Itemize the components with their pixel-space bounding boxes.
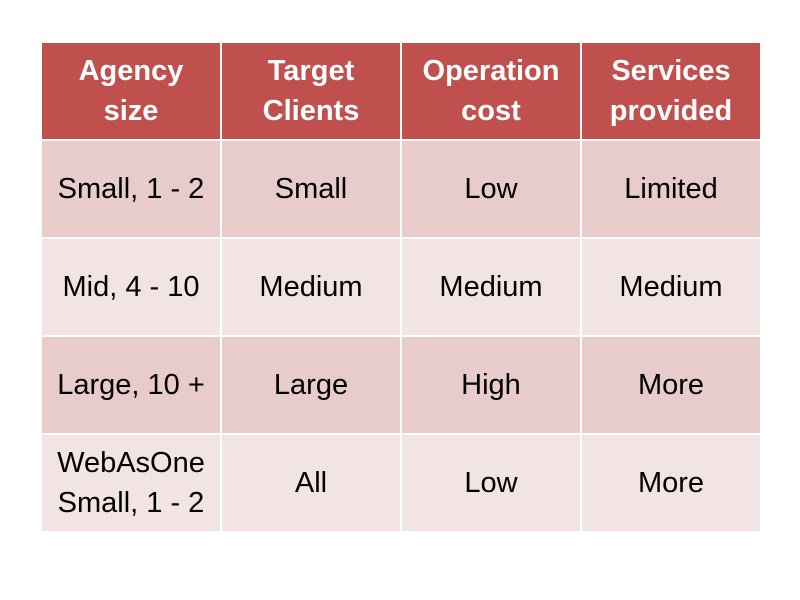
cell-operation-cost: Medium xyxy=(400,237,582,337)
cell-agency-size: Mid, 4 - 10 xyxy=(40,237,222,337)
cell-agency-size: Small, 1 - 2 xyxy=(40,139,222,239)
cell-operation-cost: Low xyxy=(400,433,582,533)
cell-services-provided: Limited xyxy=(580,139,762,239)
table-row: WebAsOne Small, 1 - 2 All Low More xyxy=(40,433,762,533)
cell-agency-size: WebAsOne Small, 1 - 2 xyxy=(40,433,222,533)
table-row: Small, 1 - 2 Small Low Limited xyxy=(40,139,762,239)
cell-services-provided: More xyxy=(580,433,762,533)
cell-operation-cost: Low xyxy=(400,139,582,239)
cell-services-provided: More xyxy=(580,335,762,435)
header-services-provided: Services provided xyxy=(580,41,762,141)
cell-target-clients: Large xyxy=(220,335,402,435)
cell-target-clients: All xyxy=(220,433,402,533)
cell-services-provided: Medium xyxy=(580,237,762,337)
comparison-table-container: Agency size Target Clients Operation cos… xyxy=(40,41,762,533)
header-agency-size: Agency size xyxy=(40,41,222,141)
table-row: Large, 10 + Large High More xyxy=(40,335,762,435)
cell-operation-cost: High xyxy=(400,335,582,435)
cell-target-clients: Small xyxy=(220,139,402,239)
table-header-row: Agency size Target Clients Operation cos… xyxy=(40,41,762,141)
header-target-clients: Target Clients xyxy=(220,41,402,141)
cell-target-clients: Medium xyxy=(220,237,402,337)
agency-comparison-table: Agency size Target Clients Operation cos… xyxy=(40,41,762,533)
header-operation-cost: Operation cost xyxy=(400,41,582,141)
table-row: Mid, 4 - 10 Medium Medium Medium xyxy=(40,237,762,337)
cell-agency-size: Large, 10 + xyxy=(40,335,222,435)
